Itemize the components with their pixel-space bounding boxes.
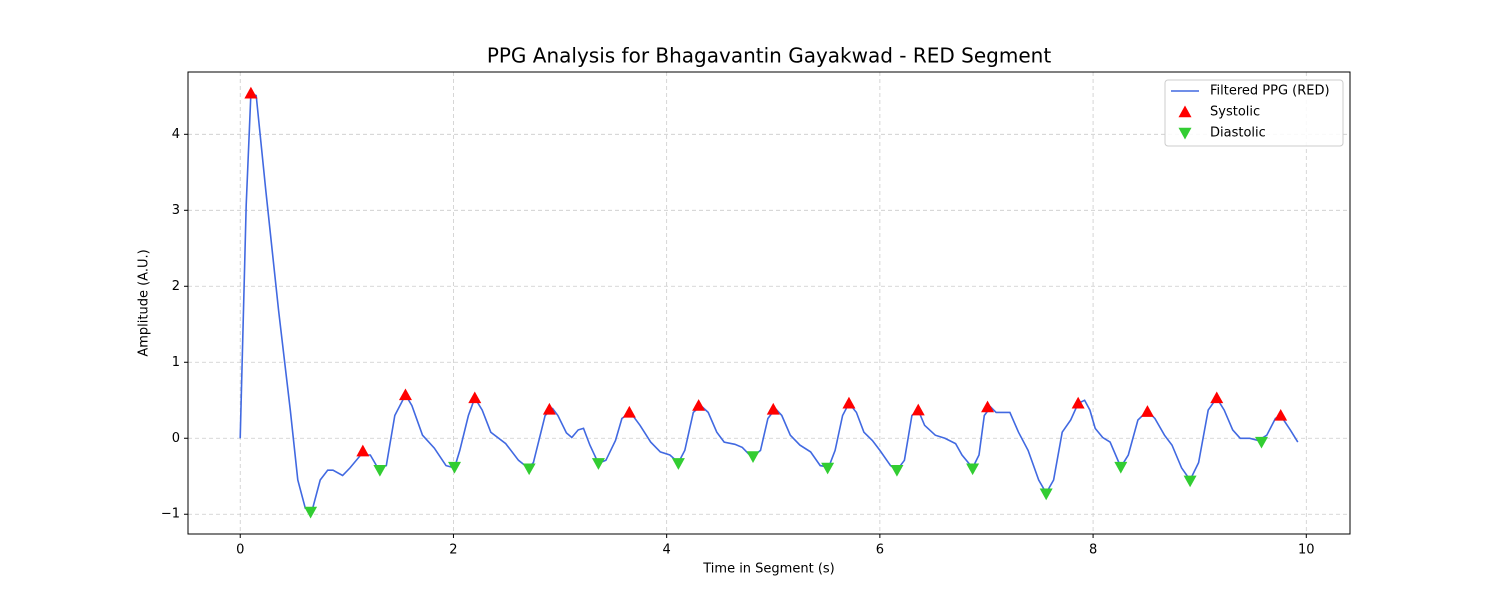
systolic-marker — [692, 399, 706, 411]
diastolic-marker — [890, 464, 904, 477]
systolic-marker — [911, 403, 925, 416]
systolic-marker — [1071, 396, 1085, 409]
systolic-marker — [356, 444, 370, 457]
legend-swatch — [1178, 105, 1192, 118]
ppg-line — [239, 92, 1299, 509]
systolic-marker — [1210, 391, 1224, 404]
y-tick-label: 0 — [172, 431, 180, 446]
x-axis-label: Time in Segment (s) — [702, 562, 834, 577]
x-tick-label: 0 — [236, 543, 244, 558]
diastolic-marker — [1039, 488, 1053, 501]
diastolic-marker — [591, 458, 605, 470]
y-axis-label: Amplitude (A.U.) — [137, 249, 152, 356]
y-tick-label: 4 — [172, 127, 180, 142]
legend-label: Filtered PPG (RED) — [1210, 84, 1330, 99]
x-tick-label: 2 — [449, 543, 457, 558]
diastolic-marker — [1114, 461, 1128, 474]
plot-frame — [187, 71, 1351, 535]
y-tick-label: 1 — [172, 355, 180, 370]
legend-label: Systolic — [1210, 105, 1260, 120]
diastolic-marker — [966, 463, 980, 476]
systolic-marker — [1140, 405, 1154, 417]
systolic-marker — [1274, 408, 1288, 421]
diastolic-marker — [373, 464, 387, 477]
systolic-marker — [766, 402, 780, 415]
diastolic-marker — [304, 506, 318, 519]
systolic-marker — [398, 388, 412, 401]
diastolic-marker — [821, 462, 835, 475]
y-tick-label: 2 — [172, 279, 180, 294]
systolic-marker — [622, 405, 636, 418]
systolic-marker — [244, 86, 258, 99]
x-tick-label: 6 — [876, 543, 884, 558]
systolic-marker — [468, 391, 482, 404]
legend-swatch — [1178, 127, 1192, 140]
chart-title: PPG Analysis for Bhagavantin Gayakwad - … — [487, 44, 1052, 68]
legend-label: Diastolic — [1210, 126, 1266, 141]
legend-box — [1164, 79, 1344, 147]
y-tick-label: −1 — [161, 507, 180, 522]
diastolic-marker — [448, 461, 462, 474]
y-tick-label: 3 — [172, 203, 180, 218]
systolic-marker — [981, 400, 995, 413]
diastolic-marker — [1183, 475, 1197, 488]
x-tick-label: 4 — [663, 543, 671, 558]
systolic-marker — [542, 402, 556, 415]
diastolic-marker — [671, 458, 685, 470]
x-tick-label: 10 — [1298, 543, 1315, 558]
systolic-marker — [842, 396, 856, 409]
legend: Filtered PPG (RED) Systolic Diastolic — [1164, 79, 1344, 147]
diastolic-marker — [746, 451, 760, 463]
diastolic-marker — [1255, 436, 1269, 449]
diastolic-marker — [522, 463, 536, 476]
x-tick-label: 8 — [1089, 543, 1097, 558]
